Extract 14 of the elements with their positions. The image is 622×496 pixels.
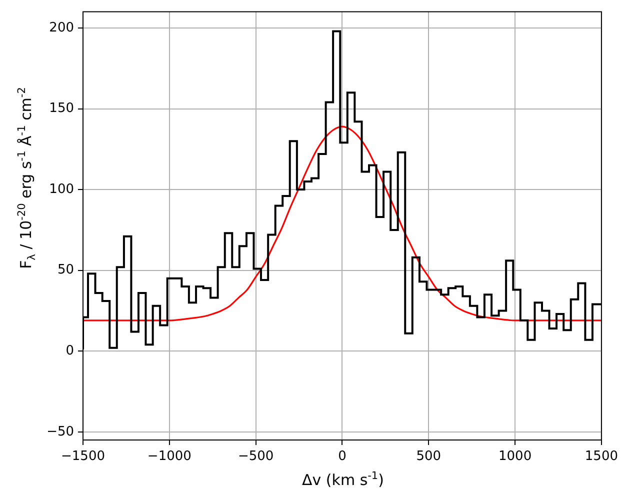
- y-tick-label: 0: [66, 344, 74, 359]
- x-tick-label: 1500: [584, 449, 618, 464]
- y-tick-label: −50: [46, 424, 74, 440]
- x-tick-label: −1000: [147, 449, 192, 464]
- x-tick-label: 0: [338, 449, 346, 464]
- x-tick-label: 500: [416, 449, 442, 464]
- y-tick-label: 50: [57, 262, 74, 278]
- x-tick-label: 1000: [498, 449, 532, 464]
- y-tick-label: 200: [49, 20, 74, 36]
- x-axis-title: Δv (km s$^{-1}$): [301, 470, 385, 489]
- y-tick-label: 150: [49, 101, 74, 116]
- x-tick-label: −1500: [61, 449, 105, 464]
- x-tick-label: −500: [238, 449, 274, 464]
- y-tick-label: 100: [49, 182, 74, 197]
